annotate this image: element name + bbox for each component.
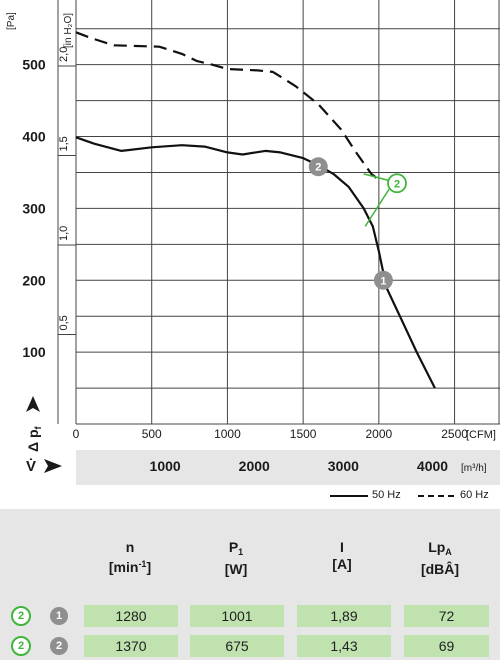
operating-point-marker-outline: [387, 173, 407, 194]
y-axis-panel: [0, 0, 76, 485]
y2-unit-label: [in H₂O]: [63, 13, 74, 48]
header-unit: [dBÂ]: [420, 561, 460, 577]
callout-line-50hz: [364, 188, 390, 227]
axis-labels: 0 500 1000 1500 2000 25000,51,01,52,010020030…: [6, 12, 496, 475]
row-2-current: 1,43: [297, 635, 391, 657]
x2-tick-label: 2000: [239, 458, 270, 474]
x-tick-label: 2000: [366, 427, 393, 441]
header-unit-end: ]: [146, 559, 152, 575]
header-label-sub: 1: [238, 547, 244, 557]
x2-tick-label: 4000: [417, 458, 448, 474]
x2-tick-label: 1000: [150, 458, 181, 474]
y2-tick-label: 0,5: [58, 315, 70, 330]
y2-tick-label: 1,0: [58, 226, 70, 241]
operating-point-label: 2: [394, 178, 400, 190]
column-header-power: P1 [W]: [181, 539, 291, 578]
operating-point-label: 2: [315, 162, 321, 174]
grid: [57, 0, 500, 425]
row-2-power: 675: [190, 635, 284, 657]
y-axis-symbol-sub: f: [33, 425, 43, 429]
row-1-green-badge: 2: [11, 606, 31, 626]
plot-area: [76, 0, 500, 450]
legend-solid-label: 50 Hz: [372, 489, 401, 501]
row-2-gray-badge: 2: [50, 637, 68, 655]
header-unit: [W]: [224, 561, 248, 577]
callout-line-60hz: [363, 173, 389, 181]
column-header-speed: n [min-1]: [75, 539, 185, 576]
header-label: I: [340, 539, 344, 555]
y-tick-label: 500: [22, 57, 46, 73]
header-label: P: [228, 539, 239, 555]
x-tick-label: 2500: [441, 427, 468, 441]
operating-points: 1 2 2: [308, 157, 407, 290]
legend-solid-swatch: [330, 495, 368, 497]
column-header-sound: LpA [dBÂ]: [385, 539, 495, 578]
legend: 50 Hz 60 Hz: [300, 486, 500, 506]
fan-curve-chart: 1 2 2 0 500 1000 1500 2000 2500 0,5 1,0 1,5 2,0 100 2…: [0, 0, 500, 485]
column-header-current: I [A]: [287, 539, 397, 573]
operating-point-marker: [373, 270, 393, 290]
row-1-current: 1,89: [297, 605, 391, 627]
y2-tick-label: 1,5: [58, 136, 70, 151]
y-tick-label: 200: [22, 272, 46, 288]
header-unit-sup: -1: [138, 559, 147, 569]
row-2-sound: 69: [404, 635, 489, 657]
row-1-gray-badge: 1: [50, 607, 68, 625]
row-2-green-badge: 2: [11, 636, 31, 656]
operating-point-label: 1: [380, 275, 386, 287]
x2-axis-arrow-icon: [44, 459, 62, 473]
row-1-speed: 1280: [84, 605, 178, 627]
header-label-sub: A: [445, 547, 452, 557]
operating-point-marker: [308, 157, 328, 177]
legend-dashed-label: 60 Hz: [460, 489, 489, 501]
x-tick-label: 0: [73, 427, 80, 441]
legend-dashed-swatch: [418, 495, 454, 497]
series-line-60-hz: [75, 31, 380, 181]
x-tick-label: 1000: [214, 427, 241, 441]
y-tick-label: 100: [22, 344, 46, 360]
x2-axis-symbol: V̇: [26, 458, 36, 475]
y-axis-symbol: Δ pf: [25, 425, 43, 452]
row-1-power: 1001: [190, 605, 284, 627]
y-tick-label: 400: [22, 129, 46, 145]
x-tick-label: 1500: [290, 427, 317, 441]
y2-tick-label: 2,0: [58, 47, 70, 62]
header-unit: [A]: [332, 556, 352, 572]
row-1-sound: 72: [404, 605, 489, 627]
header-label: n: [125, 539, 135, 555]
x-unit-label: [CFM]: [466, 429, 496, 441]
row-2-speed: 1370: [84, 635, 178, 657]
y-axis-arrow-icon: [26, 396, 40, 412]
operating-data-table: n [min-1] P1 [W] I [A] LpA [dBÂ] 2 1 128…: [0, 509, 500, 660]
y-unit-label: [Pa]: [6, 12, 17, 30]
header-label: Lp: [428, 539, 446, 555]
x-tick-label: 500: [142, 427, 162, 441]
x2-unit-label: [m³/h]: [461, 463, 487, 474]
x2-tick-label: 3000: [328, 458, 359, 474]
header-unit: [min: [108, 559, 139, 575]
y-tick-label: 300: [22, 200, 46, 216]
